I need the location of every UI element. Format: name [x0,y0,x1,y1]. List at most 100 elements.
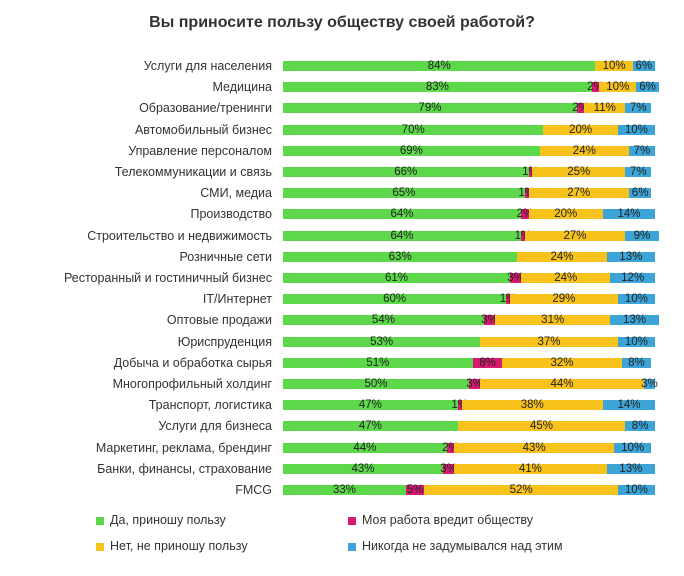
legend-label: Никогда не задумывался над этим [362,539,563,553]
data-label: 10% [624,484,648,496]
data-label: 10% [624,335,648,348]
bar-segment [424,485,618,495]
bar-segment [469,379,481,389]
bar-segment [524,230,626,241]
data-label: 44% [550,378,574,390]
bar-segment [591,82,600,93]
legend-label: Моя работа вредит обществу [362,513,534,527]
bar-segment [532,167,626,177]
data-label: 50% [364,378,388,390]
data-label: 47% [358,399,382,412]
chart-title: Вы приносите пользу обществу своей работ… [149,14,535,31]
bar-segment [625,230,659,241]
data-label: 7% [629,166,647,178]
bar-segment [584,103,626,114]
data-label: 44% [353,441,377,454]
data-label: 65% [392,187,416,200]
data-label: 60% [383,293,407,306]
bar-segment [617,485,655,495]
data-label: 41% [518,462,542,475]
data-label: 54% [371,314,395,327]
category-label: Строительство и недвижимость [87,228,272,243]
bar-segment [521,273,611,283]
bar-segment [606,251,655,262]
category-label: Автомобильный бизнес [134,122,272,137]
category-label: Многопрофильный холдинг [112,377,272,391]
bar-segment [283,167,529,177]
bar-segment [461,400,603,411]
legend-item: Да, приношу пользу [96,512,226,528]
bar-segment [472,357,503,368]
data-label: 24% [554,272,578,284]
data-label: 13% [619,250,643,263]
data-label: 10% [621,441,645,454]
bar-segment [405,485,425,495]
bar-segment [480,379,644,389]
data-label: 10% [624,293,648,306]
bar-segment [502,357,622,368]
bar-segment [517,251,607,262]
bar-segment [283,336,481,347]
legend-label: Нет, не приношу пользу [110,539,248,553]
category-label: FMCG [235,483,272,497]
data-label: 8% [628,356,645,369]
bar-segment [636,82,659,93]
category-label: Транспорт, логистика [148,398,272,413]
bar-segment [283,273,510,283]
legend-label: Да, приношу пользу [110,513,226,527]
data-label: 43% [351,462,375,475]
legend-swatch [96,542,104,551]
bar-segment [614,442,652,453]
data-label: 69% [399,144,423,157]
bar-segment [283,103,577,114]
bar-segment [283,188,525,199]
bar-segment [283,442,447,453]
data-label: 79% [418,102,442,115]
category-label: Управление персоналом [128,143,272,158]
bar-segment [521,230,525,241]
category-label: СМИ, медиа [200,186,272,201]
legend-item: Моя работа вредит обществу [348,512,533,528]
legend-swatch [96,516,104,525]
bar-segment [539,145,629,156]
category-label: Розничные сети [179,249,272,264]
data-label: 51% [366,356,390,369]
bar-segment [283,145,540,156]
data-label: 25% [567,166,591,178]
bar-segment [283,209,522,220]
bar-segment [543,124,618,135]
bar-segment [457,421,626,432]
bar-segment [283,61,596,71]
bar-segment [602,400,655,411]
data-label: 10% [606,81,630,94]
bar-segment [509,294,618,305]
data-label: 9% [633,229,651,242]
bar-segment [595,61,633,71]
data-label: 63% [388,250,412,263]
bar-segment [495,315,611,326]
category-label: IT/Интернет [202,292,272,307]
bar-segment [602,209,655,220]
data-label: 10% [624,123,648,136]
bar-segment [283,485,406,495]
bar-segment [528,188,629,199]
data-label: 38% [520,399,544,412]
data-label: 20% [569,123,593,136]
bar-segment [457,400,462,411]
category-label: Юриспруденция [177,334,272,349]
bar-segment [599,82,637,93]
bar-segment [483,315,496,326]
bar-segment [625,167,652,177]
bar-segment [283,124,544,135]
data-label: 7% [633,144,651,157]
bar-segment [576,103,585,114]
data-label: 70% [401,123,425,136]
data-label: 6% [631,187,649,200]
bar-segment [625,421,655,432]
bar-segment [506,294,510,305]
data-label: 27% [567,187,591,200]
category-label: Оптовые продажи [166,313,272,328]
data-label: 32% [550,356,574,369]
data-label: 14% [617,208,641,221]
